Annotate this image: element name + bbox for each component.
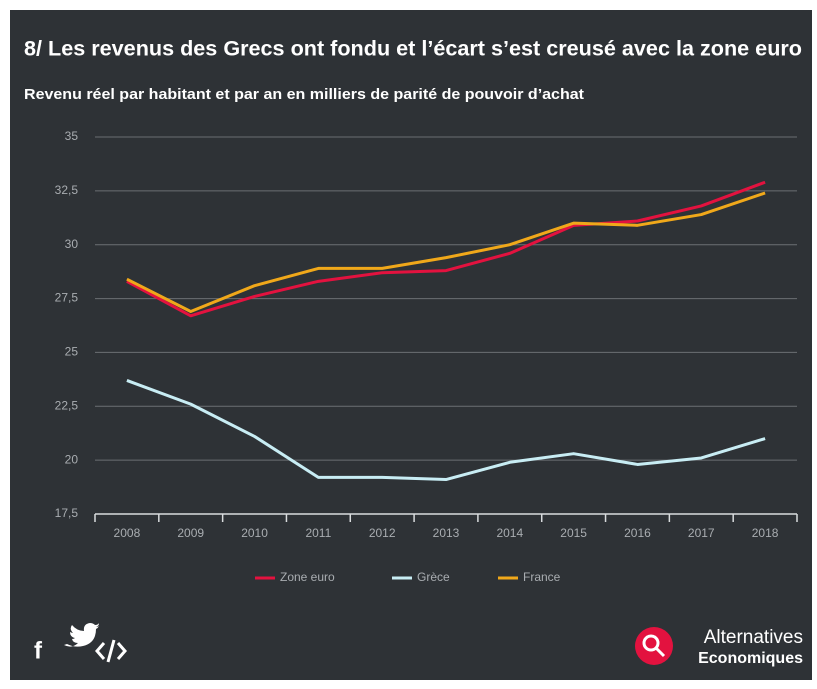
- brand-name: Economiques: [698, 650, 803, 667]
- data-line: [126, 379, 766, 482]
- legend-label: Zone euro: [280, 570, 335, 584]
- y-tick-label: 22,5: [55, 398, 79, 412]
- x-tick-label: 2011: [305, 526, 331, 540]
- x-tick-label: 2016: [624, 526, 651, 540]
- x-tick-label: 2014: [496, 526, 523, 540]
- brand-logo: Alternatives Economiques: [635, 627, 803, 667]
- x-tick-label: 2009: [177, 526, 204, 540]
- y-tick-label: 25: [65, 345, 79, 359]
- x-tick-label: 2018: [752, 526, 779, 540]
- x-tick-label: 2012: [369, 526, 396, 540]
- legend-label: France: [523, 570, 561, 584]
- panel: [10, 10, 812, 680]
- share-icons[interactable]: f: [34, 623, 127, 664]
- legend-label: Grèce: [417, 570, 450, 584]
- x-tick-label: 2017: [688, 526, 715, 540]
- facebook-icon[interactable]: f: [34, 637, 43, 664]
- chart-subtitle: Revenu réel par habitant et par an en mi…: [24, 86, 584, 103]
- y-tick-label: 32,5: [55, 183, 79, 197]
- y-tick-label: 30: [65, 237, 79, 251]
- y-tick-label: 20: [65, 452, 79, 466]
- data-line: [126, 180, 766, 318]
- chart-title: 8/ Les revenus des Grecs ont fondu et l’…: [24, 38, 802, 61]
- y-tick-label: 35: [65, 129, 79, 143]
- x-tick-label: 2008: [114, 526, 141, 540]
- twitter-icon[interactable]: [64, 623, 99, 647]
- y-tick-label: 27,5: [55, 291, 79, 305]
- embed-icon[interactable]: [95, 639, 127, 663]
- x-tick-label: 2015: [560, 526, 587, 540]
- x-tick-label: 2010: [241, 526, 268, 540]
- x-tick-label: 2013: [433, 526, 460, 540]
- brand-name: Alternatives: [704, 627, 803, 648]
- y-tick-label: 17,5: [55, 506, 79, 520]
- data-line: [126, 191, 766, 313]
